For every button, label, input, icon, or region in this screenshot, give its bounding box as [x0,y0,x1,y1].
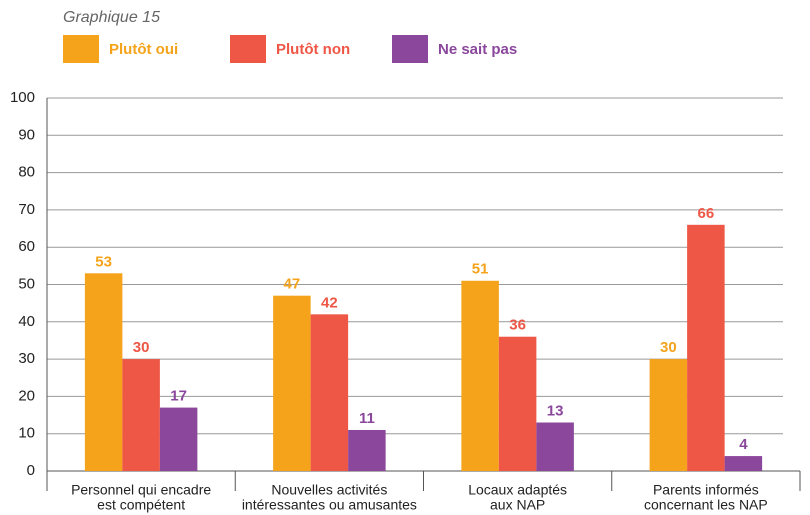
value-label: 11 [359,410,375,427]
bar [498,336,537,471]
value-label: 51 [472,261,489,278]
bar [724,456,763,471]
y-tick-label: 20 [18,387,35,404]
value-label: 42 [321,294,338,311]
bar [461,280,499,471]
chart-title: Graphique 15 [63,9,160,26]
x-tick-label: Locaux adaptés [468,482,567,498]
legend-swatch [392,35,428,63]
bar [536,422,574,471]
y-tick-label: 0 [27,462,35,479]
bar [310,314,349,471]
value-label: 30 [133,339,150,356]
y-tick-label: 70 [18,201,35,218]
y-tick-label: 40 [18,313,35,330]
value-label: 30 [660,339,677,356]
value-label: 47 [284,276,301,293]
bar [348,429,386,471]
y-tick-label: 100 [10,89,35,106]
value-label: 4 [739,436,748,453]
value-label: 13 [547,402,564,419]
y-tick-label: 10 [18,425,35,442]
legend-label: Plutôt non [276,41,350,58]
x-tick-label: aux NAP [490,497,545,513]
x-tick-label: Personnel qui encadre [71,482,211,498]
bar [122,359,160,471]
bar [273,295,311,471]
y-tick-label: 50 [18,275,35,292]
value-label: 36 [509,317,526,334]
x-tick-label: est compétent [97,497,185,513]
x-tick-label: Nouvelles activités [271,482,387,498]
x-tick-label: concernant les NAP [644,497,768,513]
value-label: 17 [170,388,187,405]
bar [159,407,198,471]
legend-label: Plutôt oui [109,41,178,58]
value-label: 53 [95,253,112,270]
bar [687,224,725,471]
x-tick-label: intéressantes ou amusantes [242,497,417,513]
legend-swatch [230,35,266,63]
y-tick-label: 90 [18,126,35,143]
legend-swatch [63,35,99,63]
value-label: 66 [698,205,715,222]
y-tick-label: 60 [18,238,35,255]
bar [84,273,123,471]
legend-label: Ne sait pas [438,41,517,58]
x-tick-label: Parents informés [653,482,759,498]
y-tick-label: 30 [18,350,35,367]
y-tick-label: 80 [18,164,35,181]
bar [649,359,688,471]
